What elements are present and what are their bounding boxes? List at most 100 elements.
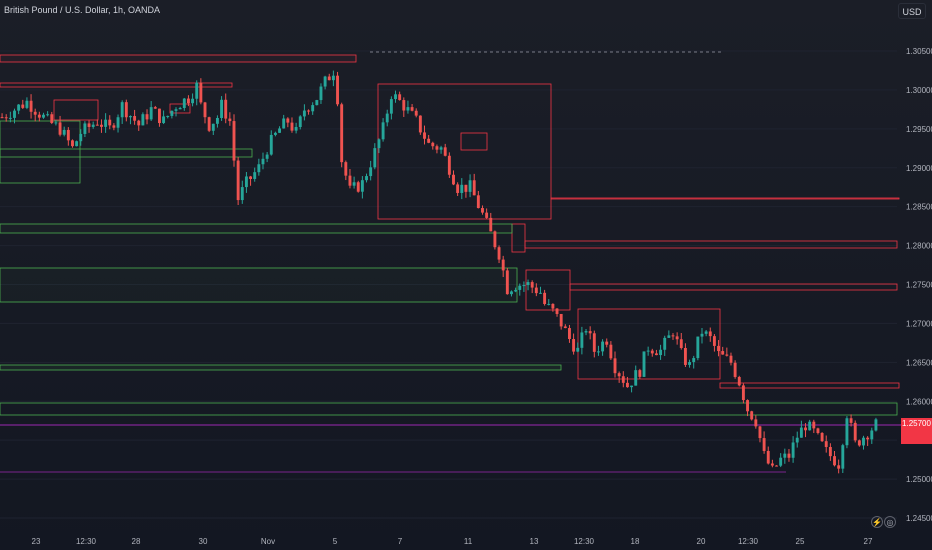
candle-body (452, 174, 455, 185)
x-tick-label: 12:30 (76, 537, 97, 546)
logo-icon[interactable]: ◎ (884, 516, 896, 528)
candle-body (576, 347, 580, 352)
candle-body (71, 140, 74, 147)
candle-body (568, 328, 571, 340)
candle-body (195, 82, 199, 99)
zone-green (0, 402, 898, 416)
candle-body (406, 107, 410, 111)
candle-body (762, 438, 766, 451)
candle-body (866, 437, 870, 440)
candle-body (207, 117, 211, 131)
candle-body (795, 437, 799, 443)
candle-body (410, 107, 414, 111)
candle-body (269, 134, 273, 155)
y-tick-label: 1.26500 (906, 358, 932, 367)
candle-body (244, 176, 248, 188)
candle-body (199, 82, 203, 103)
x-tick-label: 13 (530, 537, 539, 546)
candle-body (625, 382, 629, 388)
candle-body (87, 123, 91, 127)
candle-body (510, 291, 513, 295)
candle-body (862, 437, 865, 446)
candle-body (211, 123, 215, 131)
candle-body (33, 111, 37, 115)
candle-body (456, 184, 460, 193)
candle-body (290, 122, 294, 131)
candle-body (129, 116, 132, 118)
candle-body (833, 456, 836, 466)
candle-body (750, 411, 754, 420)
candle-body (837, 465, 841, 469)
y-tick-label: 1.25000 (906, 475, 932, 484)
candle-body (650, 350, 654, 354)
candle-body (298, 116, 302, 128)
candle-body (414, 110, 418, 116)
candle-body (352, 182, 356, 186)
candle-body (683, 347, 687, 365)
zone-red-line (569, 283, 898, 291)
candle-body (729, 355, 733, 363)
x-tick-label: 27 (864, 537, 873, 546)
candle-body (526, 282, 530, 286)
candle-body (25, 100, 29, 108)
candle-body (331, 75, 335, 81)
candle-body (42, 114, 45, 118)
candle-body (671, 335, 675, 337)
y-tick-label: 1.28000 (906, 242, 932, 251)
candle-body (62, 129, 66, 135)
candle-body (75, 141, 79, 147)
candle-body (609, 344, 613, 359)
candle-body (514, 289, 518, 292)
candle-body (186, 98, 190, 104)
candle-body (162, 116, 166, 124)
candle-body (323, 76, 327, 87)
candle-body (518, 285, 522, 290)
candle-body (733, 362, 737, 377)
candle-body (369, 167, 373, 177)
candle-body (402, 100, 406, 111)
zone-green (0, 120, 81, 184)
candle-body (464, 184, 468, 192)
candle-body (203, 102, 207, 118)
candle-body (692, 358, 696, 363)
candle-body (721, 351, 725, 355)
currency-button[interactable]: USD (898, 3, 926, 19)
candle-body (104, 119, 108, 127)
candle-body (91, 124, 95, 127)
candle-body (712, 336, 716, 346)
candle-body (754, 419, 758, 427)
candle-body (46, 114, 50, 116)
candle-body (688, 362, 692, 365)
candle-body (50, 114, 54, 123)
candle-body (617, 373, 621, 377)
y-tick-label: 1.27000 (906, 319, 932, 328)
x-tick-label: 11 (464, 537, 473, 546)
candle-body (766, 450, 770, 464)
candle-body (787, 453, 791, 458)
candle-body (828, 447, 832, 457)
candle-body (770, 463, 774, 466)
candle-body (311, 105, 315, 112)
candle-body (654, 353, 658, 356)
candle-body (116, 117, 120, 128)
zone-red-line (524, 240, 898, 249)
candle-body (145, 114, 149, 120)
candle-body (236, 160, 240, 201)
zone-red-box (377, 83, 552, 220)
y-tick-label: 1.29000 (906, 164, 932, 173)
candle-body (224, 99, 228, 119)
flash-icon[interactable]: ⚡ (871, 516, 883, 528)
candle-body (758, 426, 762, 439)
candle-body (547, 303, 551, 305)
y-tick-label: 1.24500 (906, 514, 932, 523)
x-tick-label: 12:30 (574, 537, 595, 546)
candle-body (215, 118, 219, 124)
candle-body (385, 113, 389, 123)
candle-body (737, 376, 741, 386)
candle-body (265, 154, 269, 159)
candle-body (232, 121, 236, 161)
candle-body (634, 370, 638, 386)
candle-body (54, 122, 58, 124)
candle-body (804, 427, 807, 431)
